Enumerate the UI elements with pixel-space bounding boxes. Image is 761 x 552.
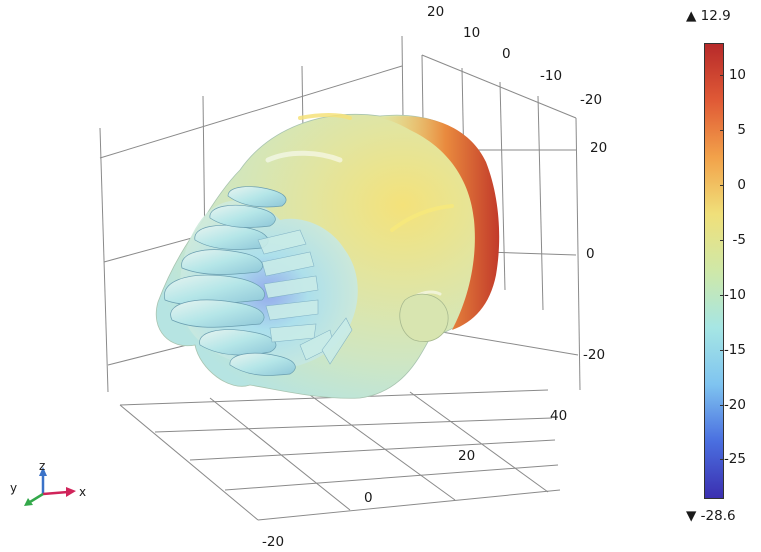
y-axis-arrow-icon — [24, 498, 33, 506]
colorbar-tickmark — [720, 404, 724, 406]
colorbar-min-label: ▼ -28.6 — [686, 508, 736, 524]
colorbar-tick-label: -5 — [732, 231, 746, 248]
colorbar-tick-label: -20 — [723, 396, 746, 413]
tick-label: 0 — [586, 246, 595, 262]
z-axis-label: z — [39, 459, 45, 473]
tick-label: -20 — [583, 347, 605, 363]
colorbar-max-label: ▲ 12.9 — [686, 8, 731, 24]
surface-blades — [257, 229, 353, 365]
colorbar-tickmark — [720, 294, 724, 296]
z-axis-arrow-icon — [39, 467, 47, 476]
colorbar-tickmark — [720, 459, 724, 461]
tick-label: 0 — [364, 490, 373, 506]
surface-highlights — [265, 113, 454, 302]
colorbar-tickmark — [720, 349, 724, 351]
tick-label: 0 — [502, 46, 511, 62]
tick-label: -20 — [262, 534, 284, 550]
colorbar-tick-label: 10 — [728, 66, 746, 83]
colorbar-tickmark — [720, 184, 724, 186]
tick-label: -20 — [580, 92, 602, 108]
colorbar-tick-label: -10 — [723, 286, 746, 303]
colorbar-tickmark — [720, 129, 724, 131]
colorbar-tick-label: -15 — [723, 341, 746, 358]
tick-label: 10 — [463, 25, 480, 41]
axis-triad: z x y — [10, 459, 86, 506]
surface-rim — [380, 116, 500, 330]
colorbar-tickmark — [720, 239, 724, 241]
tick-label: -10 — [540, 68, 562, 84]
tick-label: 20 — [458, 448, 475, 464]
colorbar[interactable] — [704, 43, 724, 499]
colorbar-tick-label: 0 — [737, 176, 746, 193]
tick-label: 40 — [550, 408, 567, 424]
tick-label: 20 — [427, 4, 444, 20]
x-axis-label: x — [79, 485, 86, 499]
surface-plot-object[interactable] — [155, 113, 500, 399]
colorbar-tick-label: -25 — [723, 451, 746, 468]
surface-fins — [164, 186, 296, 376]
surface-side-lobe — [399, 293, 449, 342]
colorbar-tickmark — [720, 74, 724, 76]
tick-label: 20 — [590, 140, 607, 156]
x-axis-arrow-icon — [66, 487, 76, 497]
colorbar-tick-labels: 10 5 0 -5 -10 -15 -20 -25 — [700, 43, 746, 499]
axis-tick-labels: 20 10 0 -10 -20 20 0 -20 40 20 0 -20 — [262, 4, 607, 550]
colorbar-tick-label: 5 — [737, 121, 746, 138]
colorbar-tickmarks — [720, 43, 726, 499]
y-axis-label: y — [10, 481, 17, 495]
